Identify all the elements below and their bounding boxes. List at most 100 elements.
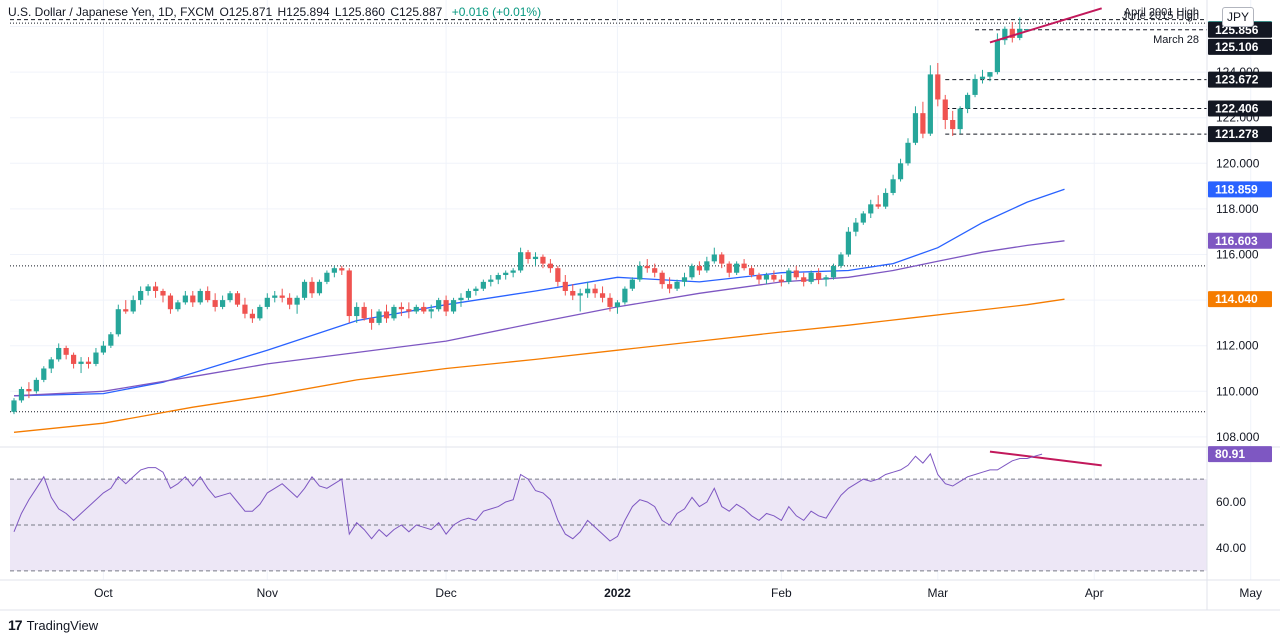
candle-body — [406, 309, 412, 312]
candle-body — [503, 272, 509, 276]
candle — [63, 345, 69, 360]
time-tick-label: Dec — [435, 586, 456, 600]
price-label-text: 114.040 — [1215, 292, 1258, 306]
open-value: O125.871 — [219, 5, 273, 19]
candle — [845, 227, 851, 257]
candle — [428, 304, 434, 319]
candle-body — [972, 78, 978, 95]
candle — [354, 302, 360, 323]
candle-body — [763, 275, 770, 280]
candle — [816, 268, 822, 285]
candle — [659, 270, 665, 289]
candle — [1017, 17, 1023, 41]
candle — [145, 284, 151, 296]
candle-body — [711, 254, 717, 262]
candle-body — [361, 306, 367, 319]
candle — [152, 281, 159, 298]
candle-body — [644, 265, 650, 269]
candle — [361, 302, 367, 321]
candle — [56, 343, 62, 362]
time-tick-label: Nov — [257, 586, 278, 600]
candle — [890, 174, 896, 196]
rsi-line — [13, 452, 1043, 542]
candle — [577, 288, 583, 312]
candle-body — [383, 311, 390, 319]
candle-body — [160, 290, 166, 296]
candle-body — [950, 119, 956, 130]
candle-body — [756, 275, 762, 280]
candle-body — [838, 254, 844, 266]
candle-body — [26, 389, 32, 392]
symbol-name[interactable]: U.S. Dollar / Japanese Yen, 1D, FXCM — [8, 5, 215, 19]
candle — [108, 332, 114, 348]
price-label-bg — [1208, 126, 1272, 143]
candle-body — [920, 113, 926, 134]
candle-body — [301, 281, 308, 298]
candle-body — [830, 265, 837, 278]
candle — [18, 386, 25, 403]
candle — [853, 218, 859, 237]
candle — [972, 74, 978, 98]
candle-body — [793, 270, 799, 278]
axes: 108.000110.000112.000114.000116.000118.0… — [0, 0, 1280, 611]
candle — [93, 347, 99, 367]
candle-body — [145, 286, 151, 291]
candle — [249, 309, 255, 323]
candle — [212, 293, 218, 312]
time-tick-label: Feb — [771, 586, 792, 600]
price-tick-label: 120.000 — [1216, 156, 1260, 170]
candle-body — [778, 279, 784, 282]
price-tick-label: 116.000 — [1216, 247, 1259, 261]
candle — [421, 302, 427, 314]
candle-body — [190, 295, 196, 303]
candle-body — [875, 204, 881, 207]
candle-body — [957, 108, 963, 130]
candle — [339, 265, 345, 276]
candle — [950, 110, 956, 136]
candle — [182, 290, 188, 305]
candle — [637, 261, 643, 282]
candle-body — [652, 268, 658, 273]
candle-body — [585, 288, 591, 294]
candle-body — [331, 268, 337, 273]
candle-body — [264, 297, 270, 307]
candle-body — [167, 295, 174, 310]
chart-legend: U.S. Dollar / Japanese Yen, 1D, FXCM O12… — [8, 5, 543, 19]
candle-body — [518, 252, 524, 271]
currency-badge[interactable]: JPY — [1222, 7, 1254, 27]
candle-body — [719, 254, 725, 264]
rsi-tick-label: 40.00 — [1216, 541, 1246, 555]
candle — [398, 302, 404, 317]
candle-body — [987, 72, 993, 77]
candle — [622, 286, 628, 305]
candle-body — [942, 99, 948, 120]
candle — [33, 377, 39, 394]
candle — [11, 398, 17, 415]
time-tick-label: 2022 — [604, 586, 631, 600]
candle — [860, 211, 866, 225]
price-label: 125.106 — [1208, 38, 1272, 55]
candle-body — [354, 306, 360, 317]
candle — [756, 272, 762, 285]
price-label: 122.406 — [1208, 100, 1272, 117]
price-divergence-line — [989, 7, 1102, 44]
time-tick-label: Oct — [94, 586, 113, 600]
candle-body — [182, 295, 188, 303]
tradingview-brand[interactable]: 17 TradingView — [8, 617, 98, 633]
time-tick-label: Mar — [927, 586, 948, 600]
candle-body — [108, 334, 114, 346]
candle-body — [197, 290, 203, 303]
candle-body — [495, 275, 501, 280]
candle — [175, 300, 181, 312]
candle — [309, 277, 315, 298]
candle — [473, 286, 479, 296]
candle — [48, 357, 54, 374]
candle — [234, 290, 241, 307]
candle-body — [555, 268, 561, 282]
candle-body — [734, 263, 740, 273]
candle — [383, 304, 390, 323]
candle-body — [771, 275, 777, 280]
change-value: +0.016 (+0.01%) — [451, 5, 542, 19]
candle — [920, 101, 926, 139]
